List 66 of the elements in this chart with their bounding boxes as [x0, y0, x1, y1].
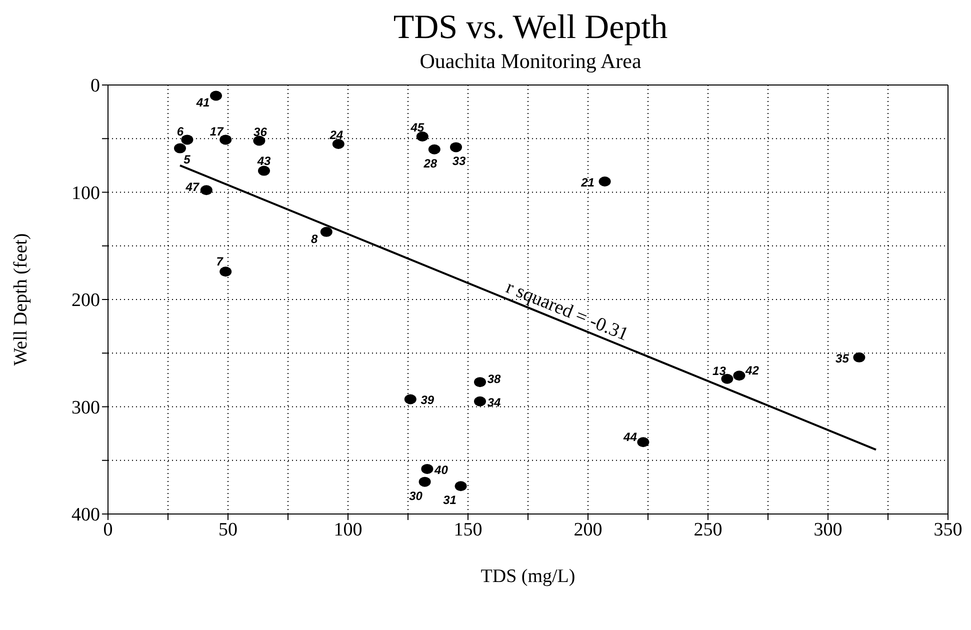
annotation: 31	[443, 493, 457, 508]
x-tick-label: 150	[454, 519, 482, 540]
annotation: 21	[580, 176, 595, 190]
annotation: 38	[487, 372, 501, 386]
annotation: r squared = -0.31	[503, 276, 632, 346]
x-tick-label: 300	[814, 519, 842, 540]
point	[332, 138, 344, 149]
point	[418, 476, 431, 487]
annotation: 42	[744, 364, 760, 378]
annotation: 5	[184, 152, 191, 166]
annotation: 28	[422, 156, 438, 170]
point	[454, 481, 467, 492]
annotation: 40	[434, 462, 448, 477]
x-axis-title: TDS (mg/L)	[480, 566, 576, 587]
annotation: 13	[712, 364, 726, 378]
point	[421, 464, 434, 474]
point	[428, 144, 440, 154]
annotation: 44	[622, 430, 638, 444]
point	[181, 134, 194, 145]
y-axis-title: Well Depth (feet)	[10, 233, 32, 366]
x-tick-label: 0	[103, 519, 113, 540]
point	[220, 134, 232, 145]
annotation: 43	[256, 154, 271, 168]
point	[853, 352, 866, 362]
annotation: 34	[487, 395, 501, 410]
point	[474, 377, 486, 388]
y-tick-label: 300	[72, 397, 100, 418]
annotation: 24	[328, 128, 344, 142]
annotation: 35	[836, 351, 850, 366]
point	[258, 166, 270, 176]
annotation: 7	[216, 254, 224, 269]
annotation: 41	[195, 96, 210, 110]
annotation: 8	[311, 232, 318, 246]
point	[210, 90, 222, 101]
y-tick-label: 0	[90, 76, 100, 97]
point	[404, 394, 416, 404]
annotation: 36	[254, 124, 268, 139]
x-tick-label: 250	[694, 519, 722, 540]
point	[416, 131, 428, 142]
point	[174, 143, 186, 154]
x-tick-label: 350	[934, 519, 962, 540]
y-tick-label: 100	[72, 182, 100, 204]
point	[598, 176, 611, 187]
point	[733, 370, 746, 381]
point	[200, 185, 212, 196]
annotation: 47	[184, 180, 200, 194]
annotation: 45	[410, 120, 424, 134]
point	[220, 266, 232, 277]
point	[637, 437, 650, 448]
annotation: 39	[420, 393, 434, 408]
chart-title: TDS vs. Well Depth	[392, 8, 669, 48]
annotation: 30	[409, 488, 423, 503]
point	[253, 136, 266, 146]
point	[320, 226, 332, 237]
chart-subtitle: Ouachita Monitoring Area	[418, 48, 642, 74]
annotation: 6	[176, 124, 184, 139]
x-tick-label: 200	[574, 519, 602, 540]
y-tick-label: 400	[72, 504, 100, 526]
point	[721, 374, 734, 384]
x-tick-label: 100	[334, 519, 362, 540]
x-tick-label: 50	[218, 519, 238, 540]
point	[474, 396, 486, 406]
point	[450, 142, 462, 152]
y-tick-label: 200	[72, 290, 100, 312]
annotation: 17	[210, 124, 225, 139]
annotation: 33	[452, 154, 466, 168]
